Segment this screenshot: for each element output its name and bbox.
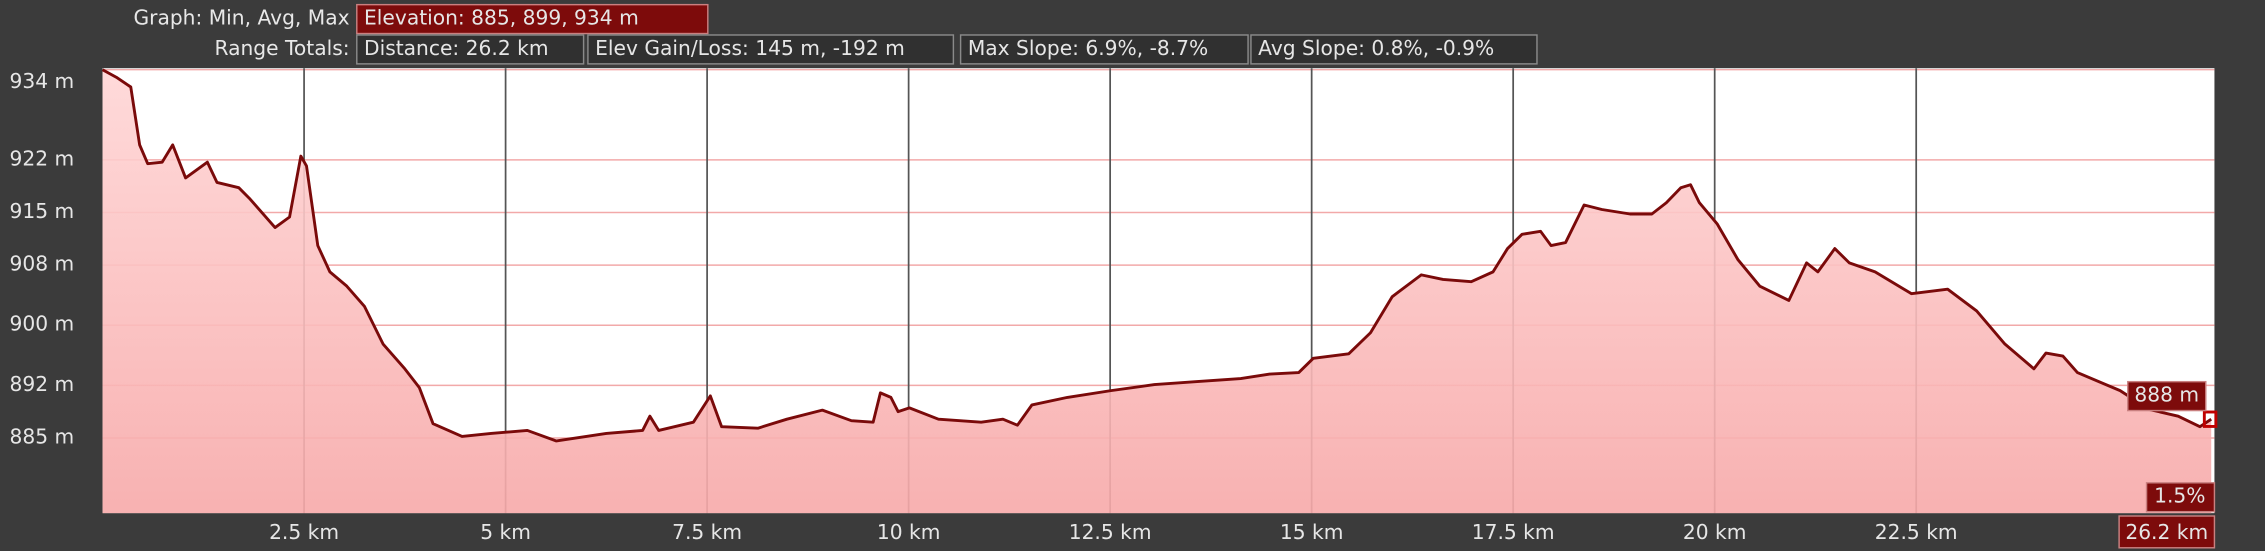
elevation-summary: Elevation: 885, 899, 934 m [364,6,639,30]
y-tick-label: 892 m [10,372,75,396]
y-tick-label: 908 m [10,252,75,276]
x-tick-label: 17.5 km [1472,520,1555,544]
cursor-elevation-box [2127,380,2207,412]
cursor-distance-box [2118,515,2216,549]
graph-label: Graph: Min, Avg, Max [133,6,349,30]
x-tick-label: 12.5 km [1069,520,1152,544]
cursor-slope: 1.5% [2154,484,2205,508]
cursor-distance: 26.2 km [2125,520,2208,544]
elevation-area [102,69,2212,514]
y-tick-label: 934 m [10,69,75,93]
elevation-box [356,3,709,35]
max-slope-box [959,34,1249,65]
marks [101,68,2213,514]
avg-slope-box [1250,34,1538,65]
y-tick-label: 915 m [10,199,75,223]
distance-summary: Distance: 26.2 km [364,36,548,60]
gain-loss-box [587,34,955,65]
x-tick-label: 5 km [480,520,531,544]
x-tick-label: 20 km [1683,520,1747,544]
y-tick-label: 885 m [10,424,75,448]
range-label: Range Totals: [214,36,349,60]
y-tick-label: 900 m [10,312,75,336]
x-tick-label: 15 km [1280,520,1344,544]
x-tick-label: 7.5 km [672,520,742,544]
x-tick-label: 2.5 km [269,520,339,544]
distance-box [356,34,585,65]
avg-slope-summary: Avg Slope: 0.8%, -0.9% [1258,36,1494,60]
max-slope-summary: Max Slope: 6.9%, -8.7% [968,36,1208,60]
cursor-marker [2202,410,2218,428]
x-tick-label: 10 km [877,520,941,544]
axis-labels: 885 m 892 m 900 m 908 m 915 m 922 m 934 m 2.5 k… [10,69,1958,544]
x-tick-label: 22.5 km [1875,520,1958,544]
elevation-line [101,68,2213,443]
gain-loss-summary: Elev Gain/Loss: 145 m, -192 m [595,36,905,60]
header: Graph: Min, Avg, Max Elevation: 885, 899… [133,3,1538,65]
y-tick-label: 922 m [10,146,75,170]
cursor: 888 m 1.5% 26.2 km [2118,380,2218,549]
cursor-elevation: 888 m [2134,383,2199,407]
cursor-slope-box [2145,482,2216,513]
